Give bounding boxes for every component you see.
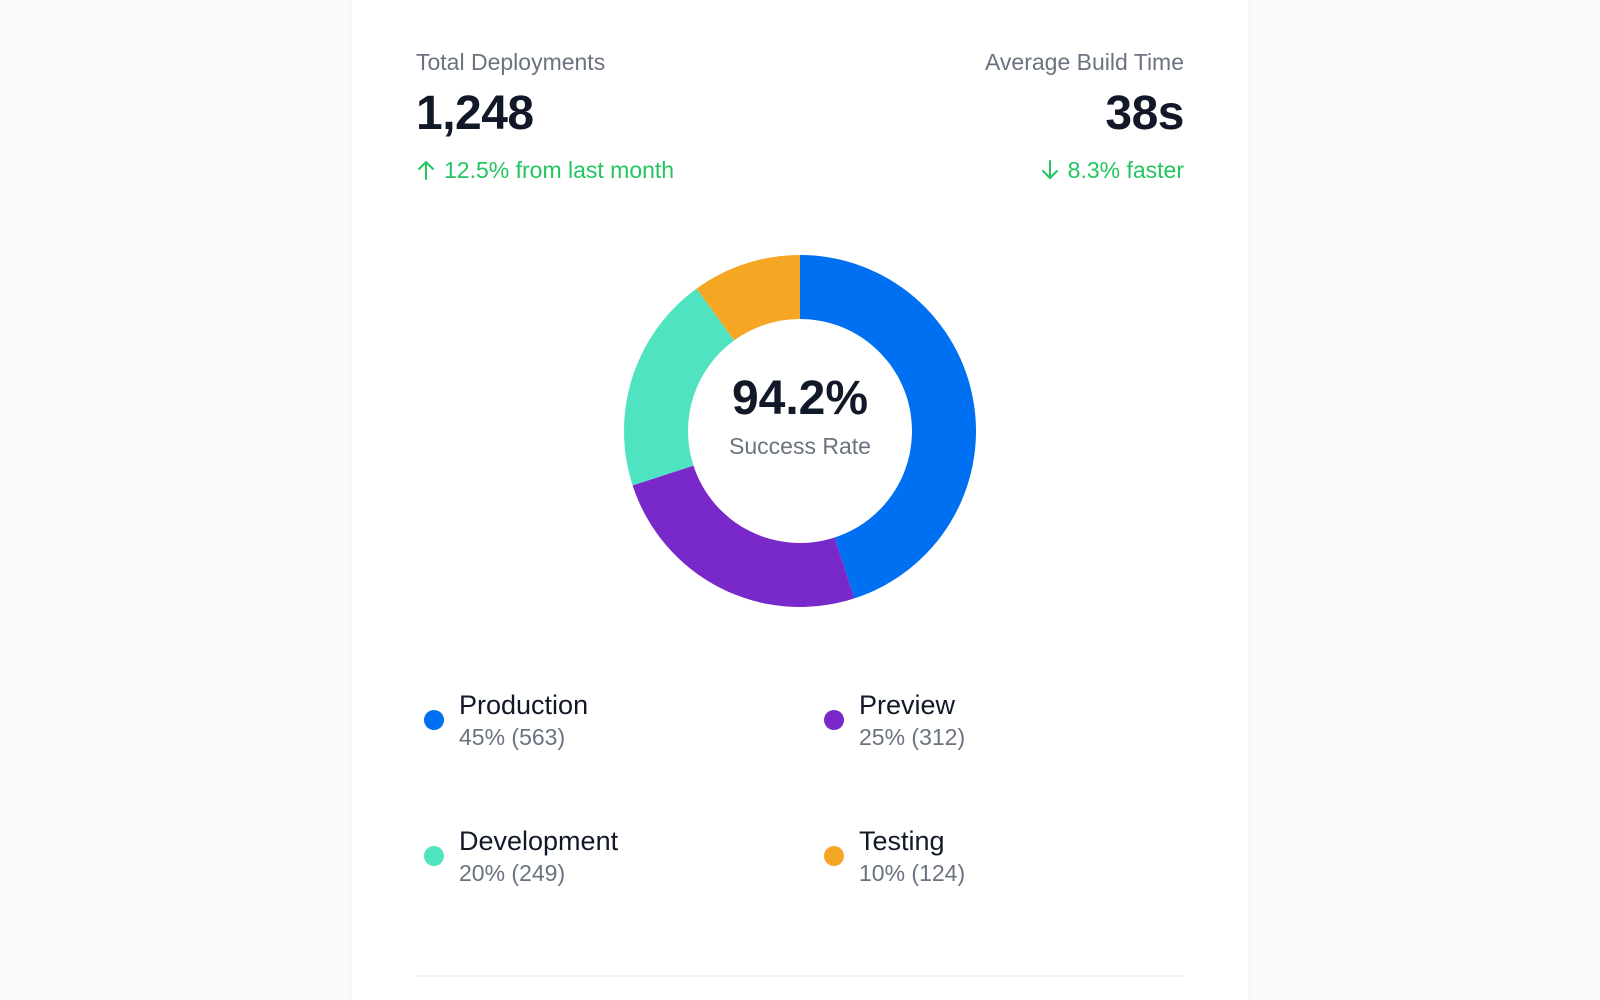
legend-name: Production — [459, 690, 589, 720]
legend-value: 25% (312) — [859, 724, 966, 750]
success-rate-label: Success Rate — [729, 433, 871, 459]
legend-dot — [424, 710, 444, 730]
deployment-stats-card: Total Deployments 1,248 12.5% from last … — [352, 0, 1248, 1000]
stat-value: 38s — [1105, 87, 1184, 140]
arrow-up-icon — [418, 161, 434, 180]
stat-label: Average Build Time — [984, 49, 1184, 75]
legend-item-preview: Preview 25% (312) — [824, 688, 965, 752]
legend-value: 20% (249) — [459, 860, 566, 886]
legend-item-testing: Testing 10% (124) — [824, 824, 965, 888]
stat-change-text: 12.5% from last month — [444, 157, 675, 183]
stat-label: Total Deployments — [416, 49, 606, 75]
stat-value: 1,248 — [416, 87, 534, 140]
donut-slice-preview — [632, 465, 855, 607]
legend-value: 45% (563) — [459, 724, 566, 750]
legend-name: Development — [459, 826, 619, 856]
legend-item-production: Production 45% (563) — [424, 688, 588, 752]
legend-dot — [824, 710, 844, 730]
legend-item-development: Development 20% (249) — [424, 824, 618, 888]
stat-change-text: 8.3% faster — [1067, 157, 1184, 183]
legend-name: Preview — [859, 690, 956, 720]
donut-slice-production — [800, 255, 976, 599]
success-rate-value: 94.2% — [731, 372, 869, 425]
donut-slice-testing — [696, 255, 800, 341]
donut-center: 94.2% Success Rate — [688, 371, 912, 461]
legend-name: Testing — [859, 826, 945, 856]
legend-value: 10% (124) — [859, 860, 966, 886]
legend-dot — [424, 846, 444, 866]
divider — [416, 975, 1184, 977]
stat-change: 12.5% from last month — [416, 152, 674, 188]
donut-slice-development — [624, 288, 735, 486]
arrow-down-icon — [1041, 160, 1058, 179]
total-deployments-stat: Total Deployments 1,248 12.5% from last … — [416, 44, 674, 188]
donut-chart — [624, 255, 976, 607]
legend-dot — [824, 846, 844, 866]
stat-change: 8.3% faster — [985, 152, 1184, 188]
avg-build-time-stat: Average Build Time 38s 8.3% faster — [984, 44, 1185, 188]
